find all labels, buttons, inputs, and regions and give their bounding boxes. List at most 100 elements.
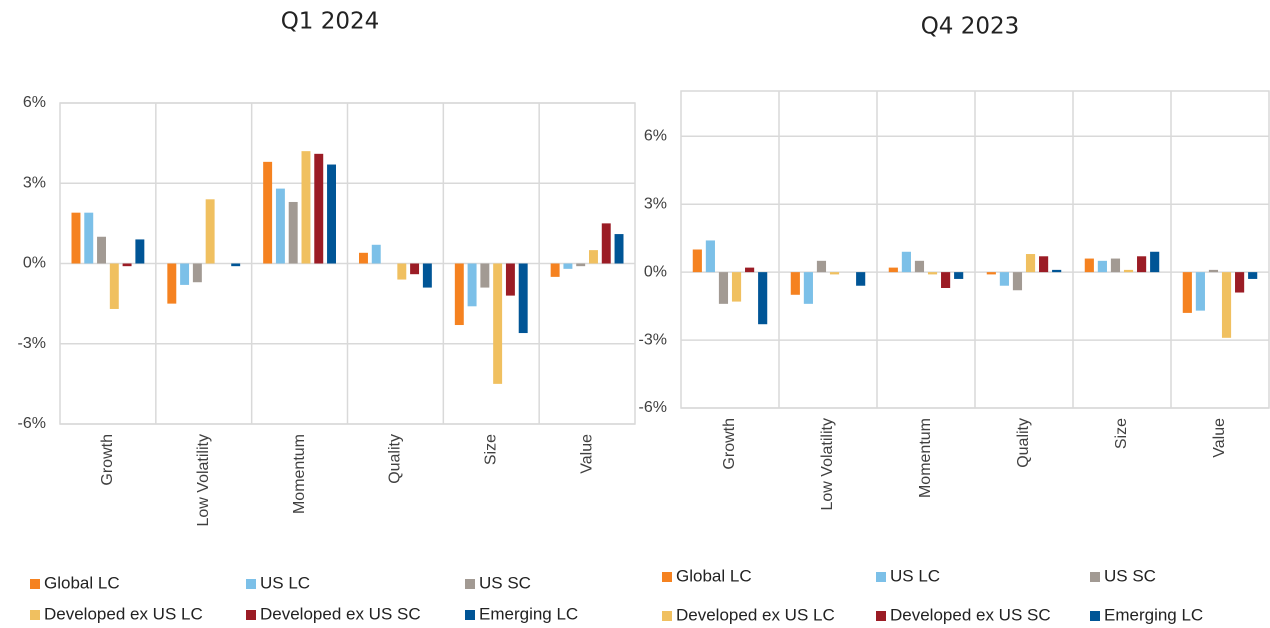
- bar: [397, 263, 407, 280]
- bar: [1235, 272, 1245, 293]
- legend-swatch: [876, 572, 886, 582]
- legend-label: Developed ex US LC: [44, 604, 203, 623]
- legend-swatch: [30, 579, 40, 589]
- y-tick-label: 6%: [644, 128, 667, 145]
- bar: [1012, 272, 1023, 291]
- bar: [705, 240, 715, 273]
- bar: [576, 263, 586, 267]
- bar: [745, 267, 755, 273]
- legend-label: Emerging LC: [479, 604, 578, 623]
- y-tick-label: 6%: [23, 94, 46, 111]
- bar: [263, 161, 273, 264]
- bar: [505, 263, 515, 296]
- y-tick-label: -6%: [18, 415, 46, 432]
- bar: [829, 272, 840, 275]
- y-tick-label: -3%: [639, 331, 667, 348]
- bar: [97, 236, 106, 264]
- bar: [122, 263, 132, 267]
- bar: [1110, 258, 1121, 273]
- legend-swatch: [662, 572, 672, 582]
- x-tick-label: Growth: [99, 434, 116, 486]
- y-tick-label: 3%: [644, 195, 667, 212]
- bar: [888, 267, 898, 273]
- bar: [167, 263, 177, 304]
- legend-swatch: [465, 610, 475, 620]
- bar: [192, 263, 202, 283]
- bar: [84, 212, 94, 264]
- bar: [550, 263, 560, 277]
- y-tick-label: 0%: [644, 263, 667, 280]
- x-tick-label: Value: [578, 434, 595, 474]
- bar: [371, 244, 381, 264]
- bar: [109, 263, 119, 309]
- bar: [589, 250, 598, 264]
- x-tick-label: Size: [1113, 418, 1130, 449]
- x-tick-label: Momentum: [291, 434, 308, 514]
- bar: [986, 272, 996, 275]
- bar: [914, 260, 925, 273]
- bar: [135, 239, 145, 264]
- legend-swatch: [876, 611, 886, 621]
- legend-label: Global LC: [44, 573, 120, 592]
- x-tick-label: Quality: [387, 434, 404, 484]
- bar: [288, 201, 298, 264]
- x-tick-label: Growth: [721, 418, 738, 470]
- bar: [301, 151, 311, 264]
- bar: [563, 263, 573, 269]
- legend-swatch: [30, 610, 40, 620]
- bar: [327, 164, 336, 264]
- chart-title: Q1 2024: [281, 9, 380, 35]
- legend-label: US SC: [479, 573, 531, 592]
- bar: [205, 199, 215, 264]
- bar: [1025, 254, 1036, 273]
- bar: [901, 251, 911, 273]
- bar: [614, 234, 624, 264]
- legend-swatch: [465, 579, 475, 589]
- legend-label: US SC: [1104, 566, 1156, 585]
- y-tick-label: 3%: [23, 174, 46, 191]
- bar: [467, 263, 477, 307]
- bar: [718, 272, 729, 304]
- legend-label: Developed ex US SC: [890, 605, 1051, 624]
- x-tick-label: Quality: [1015, 418, 1032, 468]
- x-tick-label: Momentum: [917, 418, 934, 498]
- legend-swatch: [246, 579, 256, 589]
- bar: [454, 263, 464, 326]
- y-tick-label: -3%: [18, 335, 46, 352]
- bar: [1248, 272, 1258, 279]
- bar: [480, 263, 490, 288]
- legend-label: Developed ex US LC: [676, 605, 835, 624]
- legend-swatch: [662, 611, 672, 621]
- x-tick-label: Low Volatility: [819, 418, 836, 511]
- bar: [1052, 269, 1062, 273]
- bar: [927, 272, 938, 275]
- bar: [1182, 272, 1192, 313]
- legend-label: US LC: [260, 573, 310, 592]
- bar: [422, 263, 432, 288]
- bar: [410, 263, 420, 275]
- bar: [275, 188, 285, 264]
- bar: [1097, 260, 1107, 273]
- bar: [1084, 258, 1094, 273]
- bar: [180, 263, 190, 285]
- bar: [856, 272, 866, 286]
- bar: [731, 272, 742, 302]
- bar: [941, 272, 951, 288]
- bar: [816, 260, 827, 273]
- legend-swatch: [246, 610, 256, 620]
- bar: [692, 249, 702, 273]
- y-tick-label: -6%: [639, 399, 667, 416]
- bar: [493, 263, 503, 384]
- x-tick-label: Size: [482, 434, 499, 465]
- bar: [518, 263, 528, 334]
- y-tick-label: 0%: [23, 255, 46, 272]
- legend-swatch: [1090, 611, 1100, 621]
- bar: [1039, 256, 1049, 273]
- bar: [601, 223, 611, 264]
- bar: [71, 212, 81, 264]
- legend-label: US LC: [890, 566, 940, 585]
- legend-label: Developed ex US SC: [260, 604, 421, 623]
- bar: [803, 272, 813, 304]
- bar: [999, 272, 1009, 286]
